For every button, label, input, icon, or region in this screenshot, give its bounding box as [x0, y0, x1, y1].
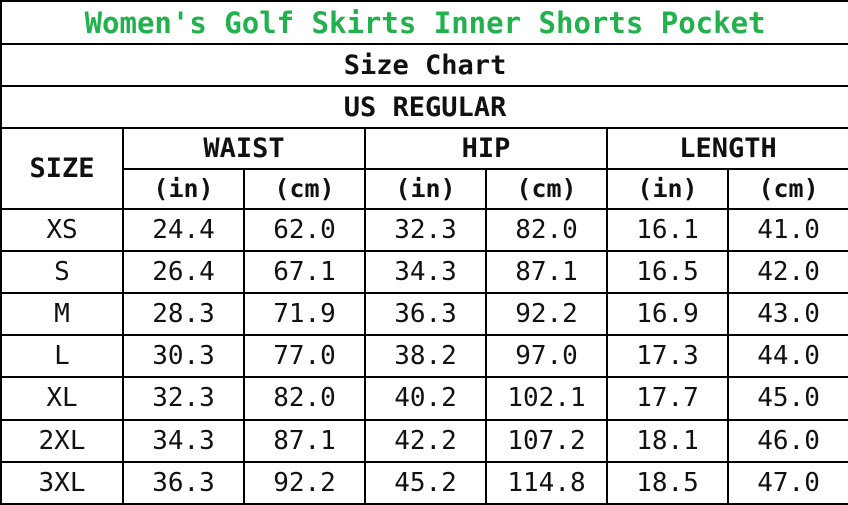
- size-cell: L: [0, 334, 124, 379]
- value-cell: 40.2: [364, 376, 487, 421]
- value-cell: 92.2: [243, 460, 366, 505]
- value-cell: 45.2: [364, 460, 487, 505]
- value-cell: 102.1: [485, 376, 608, 421]
- value-cell: 47.0: [726, 460, 848, 505]
- value-cell: 28.3: [122, 292, 245, 337]
- value-cell: 87.1: [243, 418, 366, 463]
- column-header-hip: HIP: [364, 127, 608, 170]
- column-group-header-row: SIZE WAIST HIP LENGTH: [0, 127, 848, 210]
- size-cell: 3XL: [0, 460, 124, 505]
- value-cell: 36.3: [364, 292, 487, 337]
- size-cell: XL: [0, 376, 124, 421]
- value-cell: 32.3: [122, 376, 245, 421]
- table-row-xs: XS 24.4 62.0 32.3 82.0 16.1 41.0: [0, 207, 848, 252]
- value-cell: 87.1: [485, 249, 608, 295]
- value-cell: 46.0: [726, 418, 848, 463]
- unit-header-row: (in) (cm) (in) (cm) (in) (cm): [1, 167, 848, 210]
- value-cell: 32.3: [364, 207, 487, 252]
- value-cell: 16.9: [606, 292, 729, 337]
- unit-header-length-cm: (cm): [726, 167, 848, 210]
- value-cell: 71.9: [243, 292, 366, 337]
- value-cell: 114.8: [485, 460, 608, 505]
- value-cell: 77.0: [243, 334, 366, 379]
- unit-header-hip-in: (in): [364, 167, 487, 210]
- value-cell: 18.1: [606, 418, 729, 463]
- table-row-l: L 30.3 77.0 38.2 97.0 17.3 44.0: [0, 334, 848, 379]
- value-cell: 45.0: [726, 376, 848, 421]
- unit-header-waist-cm: (cm): [243, 167, 366, 210]
- table-row-s: S 26.4 67.1 34.3 87.1 16.5 42.0: [0, 249, 848, 295]
- value-cell: 41.0: [726, 207, 848, 252]
- value-cell: 16.5: [606, 249, 729, 295]
- table-row-xl: XL 32.3 82.0 40.2 102.1 17.7 45.0: [0, 376, 848, 421]
- value-cell: 42.0: [726, 249, 848, 295]
- value-cell: 42.2: [364, 418, 487, 463]
- size-cell: S: [0, 249, 124, 295]
- value-cell: 18.5: [606, 460, 729, 505]
- title-row: Women's Golf Skirts Inner Shorts Pocket: [0, 0, 848, 46]
- value-cell: 17.3: [606, 334, 729, 379]
- value-cell: 16.1: [606, 207, 729, 252]
- value-cell: 82.0: [485, 207, 608, 252]
- standard-row: US REGULAR: [0, 85, 848, 130]
- value-cell: 92.2: [485, 292, 608, 337]
- table-row-3xl: 3XL 36.3 92.2 45.2 114.8 18.5 47.0: [0, 460, 848, 505]
- size-chart-heading: Size Chart: [0, 43, 848, 88]
- value-cell: 107.2: [485, 418, 608, 463]
- size-cell: M: [0, 292, 124, 337]
- column-header-waist: WAIST: [122, 127, 366, 170]
- value-cell: 43.0: [726, 292, 848, 337]
- value-cell: 67.1: [243, 249, 366, 295]
- page-title: Women's Golf Skirts Inner Shorts Pocket: [0, 0, 848, 46]
- value-cell: 38.2: [364, 334, 487, 379]
- value-cell: 82.0: [243, 376, 366, 421]
- unit-header-waist-in: (in): [122, 167, 245, 210]
- unit-header-length-in: (in): [606, 167, 729, 210]
- table-row-m: M 28.3 71.9 36.3 92.2 16.9 43.0: [0, 292, 848, 337]
- column-header-size: SIZE: [0, 127, 124, 210]
- value-cell: 97.0: [485, 334, 608, 379]
- value-cell: 24.4: [122, 207, 245, 252]
- unit-header-hip-cm: (cm): [485, 167, 608, 210]
- region-standard-heading: US REGULAR: [0, 85, 848, 130]
- value-cell: 62.0: [243, 207, 366, 252]
- value-cell: 30.3: [122, 334, 245, 379]
- value-cell: 17.7: [606, 376, 729, 421]
- value-cell: 34.3: [122, 418, 245, 463]
- size-cell: XS: [0, 207, 124, 252]
- value-cell: 36.3: [122, 460, 245, 505]
- value-cell: 44.0: [726, 334, 848, 379]
- subtitle-row: Size Chart: [0, 43, 848, 88]
- column-header-length: LENGTH: [605, 127, 848, 170]
- value-cell: 26.4: [122, 249, 245, 295]
- table-row-2xl: 2XL 34.3 87.1 42.2 107.2 18.1 46.0: [0, 418, 848, 463]
- value-cell: 34.3: [364, 249, 487, 295]
- size-cell: 2XL: [0, 418, 124, 463]
